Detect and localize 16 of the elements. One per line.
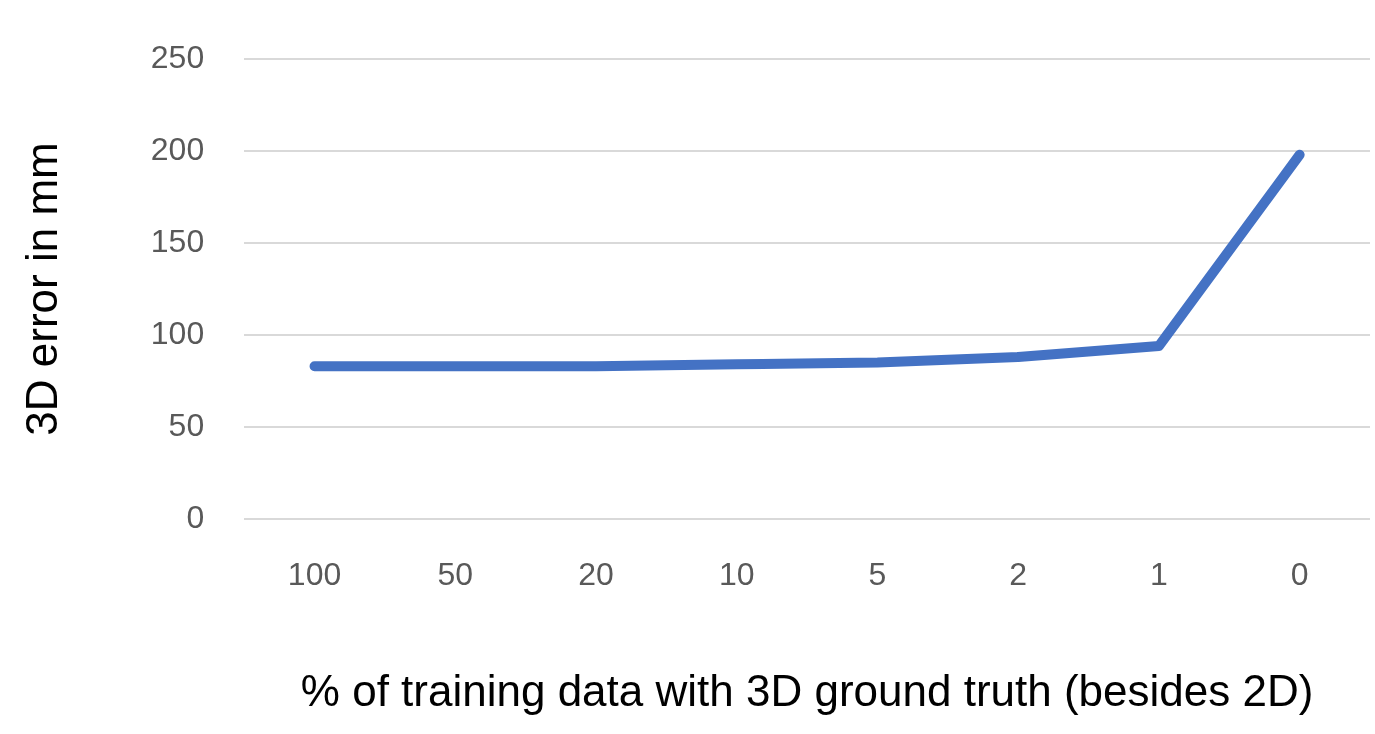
x-axis-title: % of training data with 3D ground truth (besides 2D) xyxy=(300,665,1314,715)
x-tick-label: 0 xyxy=(1290,555,1309,592)
y-tick-label: 50 xyxy=(168,406,205,443)
y-tick-label: 150 xyxy=(150,222,205,259)
x-tick-label: 50 xyxy=(437,555,474,592)
x-tick-label: 10 xyxy=(718,555,755,592)
y-tick-label: 100 xyxy=(150,314,205,351)
x-tick-label: 5 xyxy=(868,555,887,592)
x-tick-label: 100 xyxy=(287,555,342,592)
y-axis-title: 3D error in mm xyxy=(16,142,66,436)
x-tick-label: 2 xyxy=(1009,555,1028,592)
x-tick-label: 20 xyxy=(578,555,614,592)
y-tick-label: 0 xyxy=(186,498,205,535)
y-tick-label: 200 xyxy=(150,130,205,167)
x-tick-label: 1 xyxy=(1150,555,1168,592)
y-tick-label: 250 xyxy=(150,39,205,76)
